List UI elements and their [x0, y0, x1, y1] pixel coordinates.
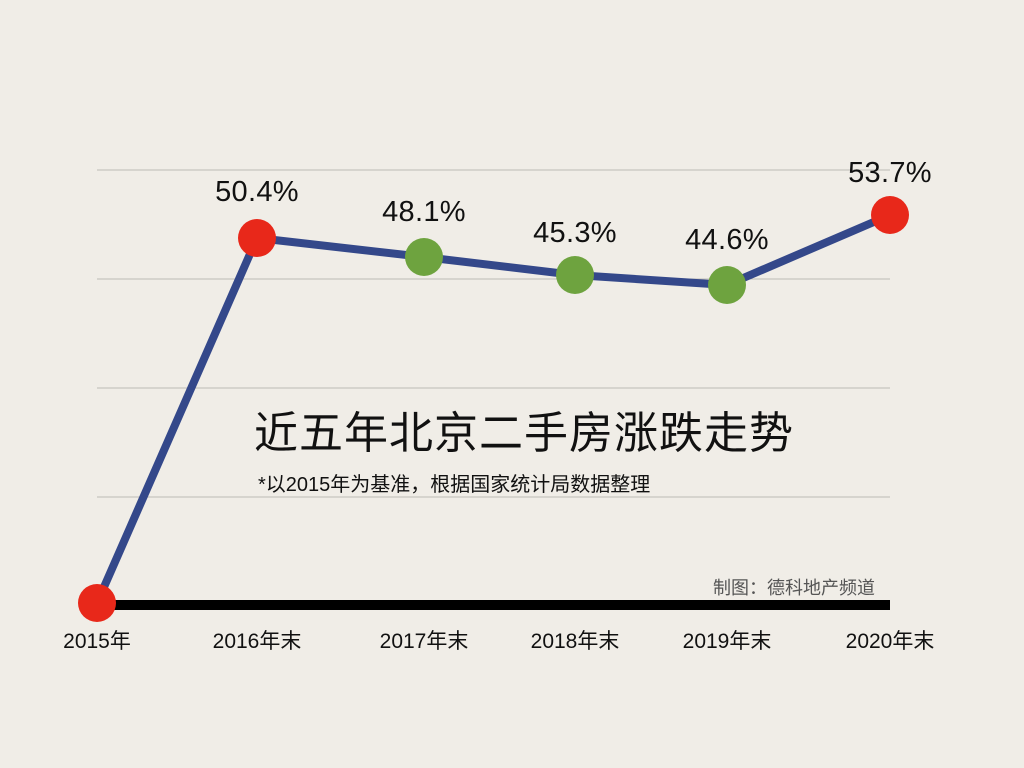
chart-credit: 制图：德科地产频道 [713, 578, 875, 598]
chart-subtitle: *以2015年为基准，根据国家统计局数据整理 [258, 474, 651, 496]
series-line [93, 211, 892, 605]
data-point-marker [871, 196, 909, 234]
x-tick-label: 2017年末 [379, 630, 469, 653]
x-tick-label: 2020年末 [845, 630, 935, 653]
chart-title: 近五年北京二手房涨跌走势 [254, 409, 794, 458]
data-point-marker [708, 266, 746, 304]
data-label: 53.7% [848, 157, 932, 189]
x-tick-label: 2018年末 [530, 630, 620, 653]
data-point-marker [405, 238, 443, 276]
data-point-marker [78, 584, 116, 622]
data-label: 44.6% [685, 224, 769, 256]
data-point-marker [238, 219, 276, 257]
data-point-marker [556, 256, 594, 294]
x-tick-label: 2015年 [63, 630, 131, 653]
data-markers [78, 196, 909, 622]
x-tick-label: 2016年末 [212, 630, 302, 653]
data-label: 50.4% [215, 176, 299, 208]
gridlines [97, 169, 890, 498]
data-label: 45.3% [533, 217, 617, 249]
data-label: 48.1% [382, 196, 466, 228]
x-tick-label: 2019年末 [682, 630, 772, 653]
